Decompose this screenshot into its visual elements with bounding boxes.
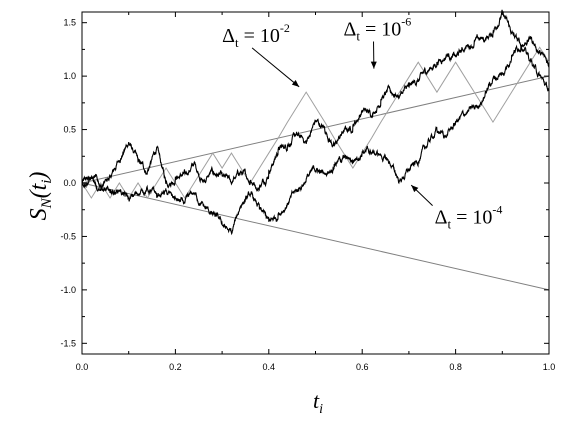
x-axis-label: ti xyxy=(313,388,323,417)
x-tick-label: 0.6 xyxy=(356,362,369,372)
annotation-1-arrow xyxy=(251,47,300,88)
y-tick-label: 1.5 xyxy=(63,18,76,28)
series-1-line xyxy=(81,46,550,199)
y-tick-label: -1.5 xyxy=(60,338,76,348)
x-tick-label: 0.8 xyxy=(449,362,462,372)
annotation-1: Δt = 10-2 xyxy=(222,21,290,50)
annotations: Δt = 10-2 Δt = 10-6 Δt = 10-4 xyxy=(222,15,502,232)
y-axis-ticks: -1.5 -1.0 -0.5 0.0 0.5 1.0 1.5 xyxy=(60,18,549,348)
series-group xyxy=(81,9,550,236)
series-3-line xyxy=(81,44,550,236)
y-tick-label: -1.0 xyxy=(60,285,76,295)
annotation-1-arrowhead xyxy=(291,80,300,87)
x-tick-label: 0.0 xyxy=(76,362,89,372)
axes-frame xyxy=(81,11,550,355)
y-tick-label: -0.5 xyxy=(60,231,76,241)
reference-line-1 xyxy=(81,75,550,184)
reference-lines xyxy=(81,75,550,291)
annotation-3: Δt = 10-4 xyxy=(435,203,503,232)
annotation-3-arrowhead xyxy=(411,185,419,193)
plot-area-frame xyxy=(81,11,550,355)
x-axis-ticks: 0.0 0.2 0.4 0.6 0.8 1.0 xyxy=(76,12,556,372)
series-2-line xyxy=(81,9,550,192)
x-tick-label: 1.0 xyxy=(543,362,556,372)
annotation-2-arrowhead xyxy=(370,61,377,69)
y-tick-label: 0.5 xyxy=(63,125,76,135)
x-tick-label: 0.2 xyxy=(169,362,182,372)
x-tick-label: 0.4 xyxy=(263,362,276,372)
y-tick-label: 0.0 xyxy=(63,178,76,188)
annotation-2: Δt = 10-6 xyxy=(344,15,412,44)
y-axis-label: SN(ti) xyxy=(26,172,55,221)
reference-line-2 xyxy=(81,182,550,291)
y-tick-label: 1.0 xyxy=(63,71,76,81)
